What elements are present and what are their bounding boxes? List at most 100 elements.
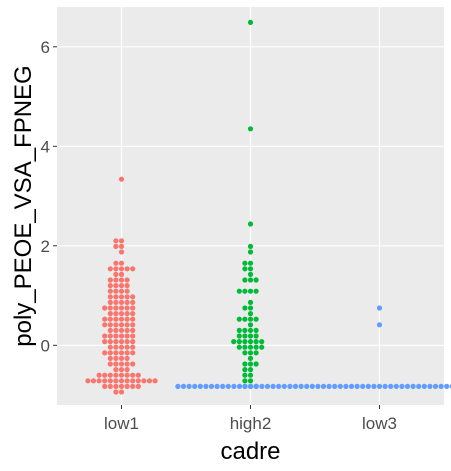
data-point-high2: [259, 339, 265, 345]
data-point-high2: [253, 350, 259, 356]
data-point-low1: [107, 372, 113, 378]
axes: 0 2 4 6 low1 high2 low3: [41, 38, 397, 433]
data-point-low3: [304, 383, 310, 389]
data-point-low1: [124, 350, 130, 356]
data-point-low1: [107, 344, 113, 350]
data-point-low3: [332, 383, 338, 389]
data-point-low3: [298, 383, 304, 389]
data-point-high2: [253, 316, 259, 322]
data-point-low3: [427, 383, 433, 389]
data-point-low1: [113, 271, 119, 277]
data-point-high2: [231, 339, 237, 345]
data-point-low1: [118, 266, 125, 272]
data-point-low1: [107, 299, 113, 305]
data-point-high2: [247, 355, 254, 361]
data-point-low1: [113, 288, 119, 294]
data-point-high2: [236, 339, 242, 345]
data-point-low3: [393, 383, 399, 389]
data-point-high2: [242, 266, 248, 272]
data-point-low1: [130, 311, 136, 317]
data-point-high2: [253, 361, 259, 367]
data-point-low1: [113, 333, 119, 339]
data-point-low1: [118, 316, 125, 322]
data-point-low1: [113, 311, 119, 317]
data-point-low1: [118, 367, 125, 373]
data-point-low1: [113, 355, 119, 361]
data-point-low1: [124, 372, 130, 378]
data-point-low1: [85, 378, 91, 384]
data-point-low1: [113, 266, 119, 272]
data-point-high2: [247, 243, 254, 249]
data-point-low1: [130, 299, 136, 305]
data-point-low3: [348, 383, 355, 389]
data-point-low1: [118, 344, 125, 350]
data-point-low1: [130, 294, 136, 300]
data-point-low1: [130, 372, 136, 378]
data-point-low3: [421, 383, 427, 389]
data-point-low3: [186, 383, 192, 389]
data-point-low3: [292, 383, 299, 389]
data-point-high2: [242, 333, 248, 339]
data-point-low1: [102, 378, 108, 384]
data-point-high2: [247, 126, 254, 132]
data-point-low1: [113, 367, 119, 373]
data-point-low1: [107, 294, 113, 300]
data-point-low1: [124, 361, 130, 367]
data-point-low1: [118, 260, 125, 266]
data-point-low1: [130, 361, 136, 367]
data-point-low1: [102, 333, 108, 339]
data-point-low1: [102, 322, 108, 328]
y-axis-title: poly_PEOE_VSA_FPNEG: [10, 65, 37, 346]
data-point-low1: [141, 378, 147, 384]
data-point-low1: [124, 305, 130, 311]
data-point-low3: [253, 383, 259, 389]
data-point-low1: [118, 383, 125, 389]
data-point-high2: [247, 271, 254, 277]
data-point-low3: [410, 383, 416, 389]
data-point-low3: [214, 383, 220, 389]
data-points: [85, 19, 451, 395]
data-point-low3: [326, 383, 332, 389]
data-point-low1: [107, 327, 113, 333]
data-point-low1: [113, 277, 119, 283]
data-point-low1: [107, 288, 113, 294]
data-point-low1: [107, 322, 113, 328]
data-point-high2: [236, 327, 242, 333]
data-point-low1: [130, 344, 136, 350]
data-point-low1: [107, 383, 113, 389]
data-point-low1: [118, 322, 125, 328]
data-point-low3: [438, 383, 444, 389]
data-point-high2: [242, 372, 248, 378]
data-point-low3: [382, 383, 388, 389]
data-point-high2: [242, 305, 248, 311]
y-tick-label: 4: [41, 137, 50, 156]
data-point-low1: [118, 350, 125, 356]
data-point-low1: [118, 339, 125, 345]
data-point-low1: [118, 311, 125, 317]
data-point-low3: [231, 383, 237, 389]
data-point-high2: [247, 316, 254, 322]
data-point-low1: [113, 243, 119, 249]
data-point-high2: [247, 361, 254, 367]
data-point-low3: [175, 383, 181, 389]
data-point-low3: [276, 383, 282, 389]
data-point-low1: [113, 316, 119, 322]
data-point-high2: [247, 372, 254, 378]
data-point-low1: [113, 260, 119, 266]
data-point-low1: [130, 327, 136, 333]
data-point-low1: [130, 339, 136, 345]
x-axis-title: cadre: [220, 438, 280, 465]
data-point-low1: [118, 333, 125, 339]
data-point-low1: [107, 350, 113, 356]
y-tick-label: 2: [41, 237, 50, 256]
data-point-low3: [404, 383, 411, 389]
data-point-low1: [124, 367, 130, 373]
data-point-high2: [247, 311, 254, 317]
data-point-high2: [253, 288, 259, 294]
data-point-high2: [247, 299, 254, 305]
data-point-high2: [253, 277, 259, 283]
data-point-high2: [247, 305, 254, 311]
data-point-low1: [118, 355, 125, 361]
data-point-low1: [130, 322, 136, 328]
